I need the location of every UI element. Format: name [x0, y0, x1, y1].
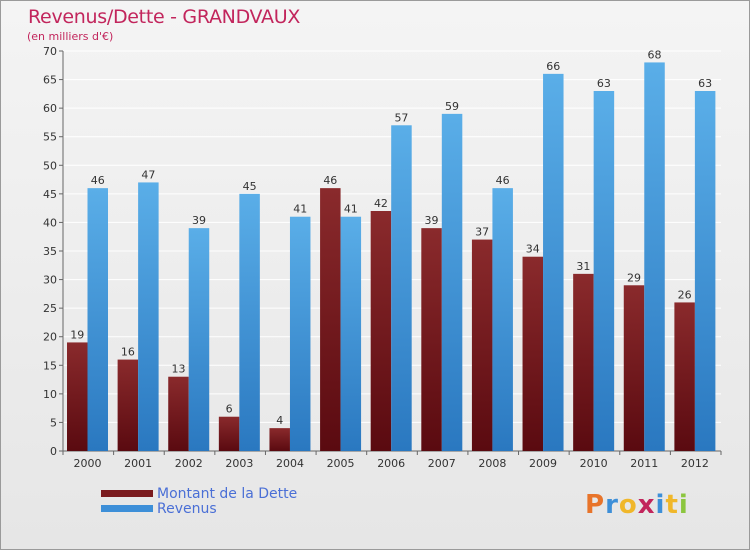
proxiti-logo: Proxiti — [585, 490, 689, 520]
logo-letter: x — [637, 490, 656, 520]
bar-debt — [573, 273, 594, 451]
data-label-revenue: 63 — [698, 77, 712, 90]
data-label-revenue: 68 — [648, 48, 662, 61]
bar-revenue — [492, 188, 513, 451]
data-label-revenue: 59 — [445, 100, 459, 113]
bar-debt — [269, 428, 290, 451]
chart-subtitle: (en milliers d'€) — [27, 30, 114, 43]
bar-debt — [320, 188, 341, 451]
data-label-debt: 39 — [425, 214, 439, 227]
y-tick-label: 0 — [50, 445, 57, 458]
y-tick-label: 55 — [43, 131, 57, 144]
y-tick-label: 45 — [43, 188, 57, 201]
y-tick-label: 35 — [43, 245, 57, 258]
bar-debt — [623, 285, 645, 451]
x-tick-label: 2003 — [225, 457, 253, 470]
data-label-revenue: 39 — [192, 214, 206, 227]
logo-letter: o — [618, 490, 638, 520]
bar-revenue — [87, 188, 108, 451]
x-tick-label: 2002 — [175, 457, 203, 470]
y-tick-label: 60 — [43, 102, 57, 115]
y-tick-label: 20 — [43, 331, 57, 344]
data-label-debt: 46 — [323, 174, 337, 187]
y-tick-label: 65 — [43, 74, 57, 87]
bar-revenue — [188, 228, 210, 451]
data-label-debt: 6 — [226, 403, 233, 416]
legend-swatch-revenue — [101, 505, 153, 512]
legend-swatch-debt — [101, 490, 153, 497]
data-label-debt: 19 — [70, 328, 84, 341]
x-tick-label: 2010 — [580, 457, 608, 470]
x-tick-label: 2011 — [630, 457, 658, 470]
data-label-revenue: 46 — [496, 174, 510, 187]
bar-debt — [674, 302, 695, 451]
x-tick-label: 2007 — [428, 457, 456, 470]
bar-debt — [67, 342, 88, 451]
data-label-debt: 34 — [526, 243, 540, 256]
data-label-debt: 29 — [627, 271, 641, 284]
bar-debt — [218, 416, 240, 451]
data-label-revenue: 63 — [597, 77, 611, 90]
bar-revenue — [340, 216, 362, 451]
data-label-revenue: 57 — [394, 111, 408, 124]
chart-title: Revenus/Dette - GRANDVAUX — [28, 6, 301, 28]
y-tick-label: 40 — [43, 216, 57, 229]
bar-revenue — [441, 113, 463, 451]
x-tick-label: 2001 — [124, 457, 152, 470]
data-label-debt: 16 — [121, 346, 135, 359]
bar-debt — [117, 359, 139, 451]
x-tick-label: 2008 — [478, 457, 506, 470]
bar-debt — [421, 228, 442, 451]
x-tick-label: 2005 — [327, 457, 355, 470]
data-label-debt: 42 — [374, 197, 388, 210]
y-tick-label: 30 — [43, 274, 57, 287]
data-label-revenue: 45 — [243, 180, 257, 193]
data-label-revenue: 46 — [91, 174, 105, 187]
data-label-debt: 13 — [171, 363, 185, 376]
data-label-revenue: 66 — [546, 60, 560, 73]
logo-letter: t — [665, 490, 679, 520]
data-label-revenue: 47 — [141, 168, 155, 181]
bar-debt — [522, 256, 544, 451]
y-tick-label: 50 — [43, 159, 57, 172]
legend-label-revenue: Revenus — [157, 501, 217, 517]
logo-letter: i — [655, 490, 666, 520]
x-tick-label: 2000 — [74, 457, 102, 470]
bar-debt — [168, 376, 189, 451]
x-tick-label: 2006 — [377, 457, 405, 470]
data-label-debt: 31 — [576, 260, 590, 273]
y-tick-label: 25 — [43, 302, 57, 315]
legend-label-debt: Montant de la Dette — [157, 486, 298, 502]
bar-debt — [471, 239, 493, 451]
bar-revenue — [289, 216, 311, 451]
logo-letter: i — [678, 490, 689, 520]
y-tick-label: 15 — [43, 359, 57, 372]
data-label-debt: 4 — [276, 414, 283, 427]
bar-revenue — [239, 193, 260, 451]
y-tick-label: 70 — [43, 45, 57, 58]
data-label-revenue: 41 — [344, 203, 358, 216]
data-label-debt: 26 — [678, 288, 692, 301]
x-tick-label: 2004 — [276, 457, 304, 470]
logo-letter: P — [585, 490, 606, 520]
y-tick-label: 5 — [50, 416, 57, 429]
x-tick-label: 2012 — [681, 457, 709, 470]
data-label-revenue: 41 — [293, 203, 307, 216]
bar-revenue — [644, 62, 665, 452]
logo-letter: r — [605, 490, 619, 520]
y-tick-label: 10 — [43, 388, 57, 401]
x-tick-label: 2009 — [529, 457, 557, 470]
bar-revenue — [593, 91, 615, 451]
bar-revenue — [391, 125, 412, 452]
data-label-debt: 37 — [475, 226, 489, 239]
bar-revenue — [543, 73, 564, 451]
bar-revenue — [138, 182, 159, 451]
bar-debt — [370, 211, 392, 451]
bar-revenue — [694, 91, 716, 451]
